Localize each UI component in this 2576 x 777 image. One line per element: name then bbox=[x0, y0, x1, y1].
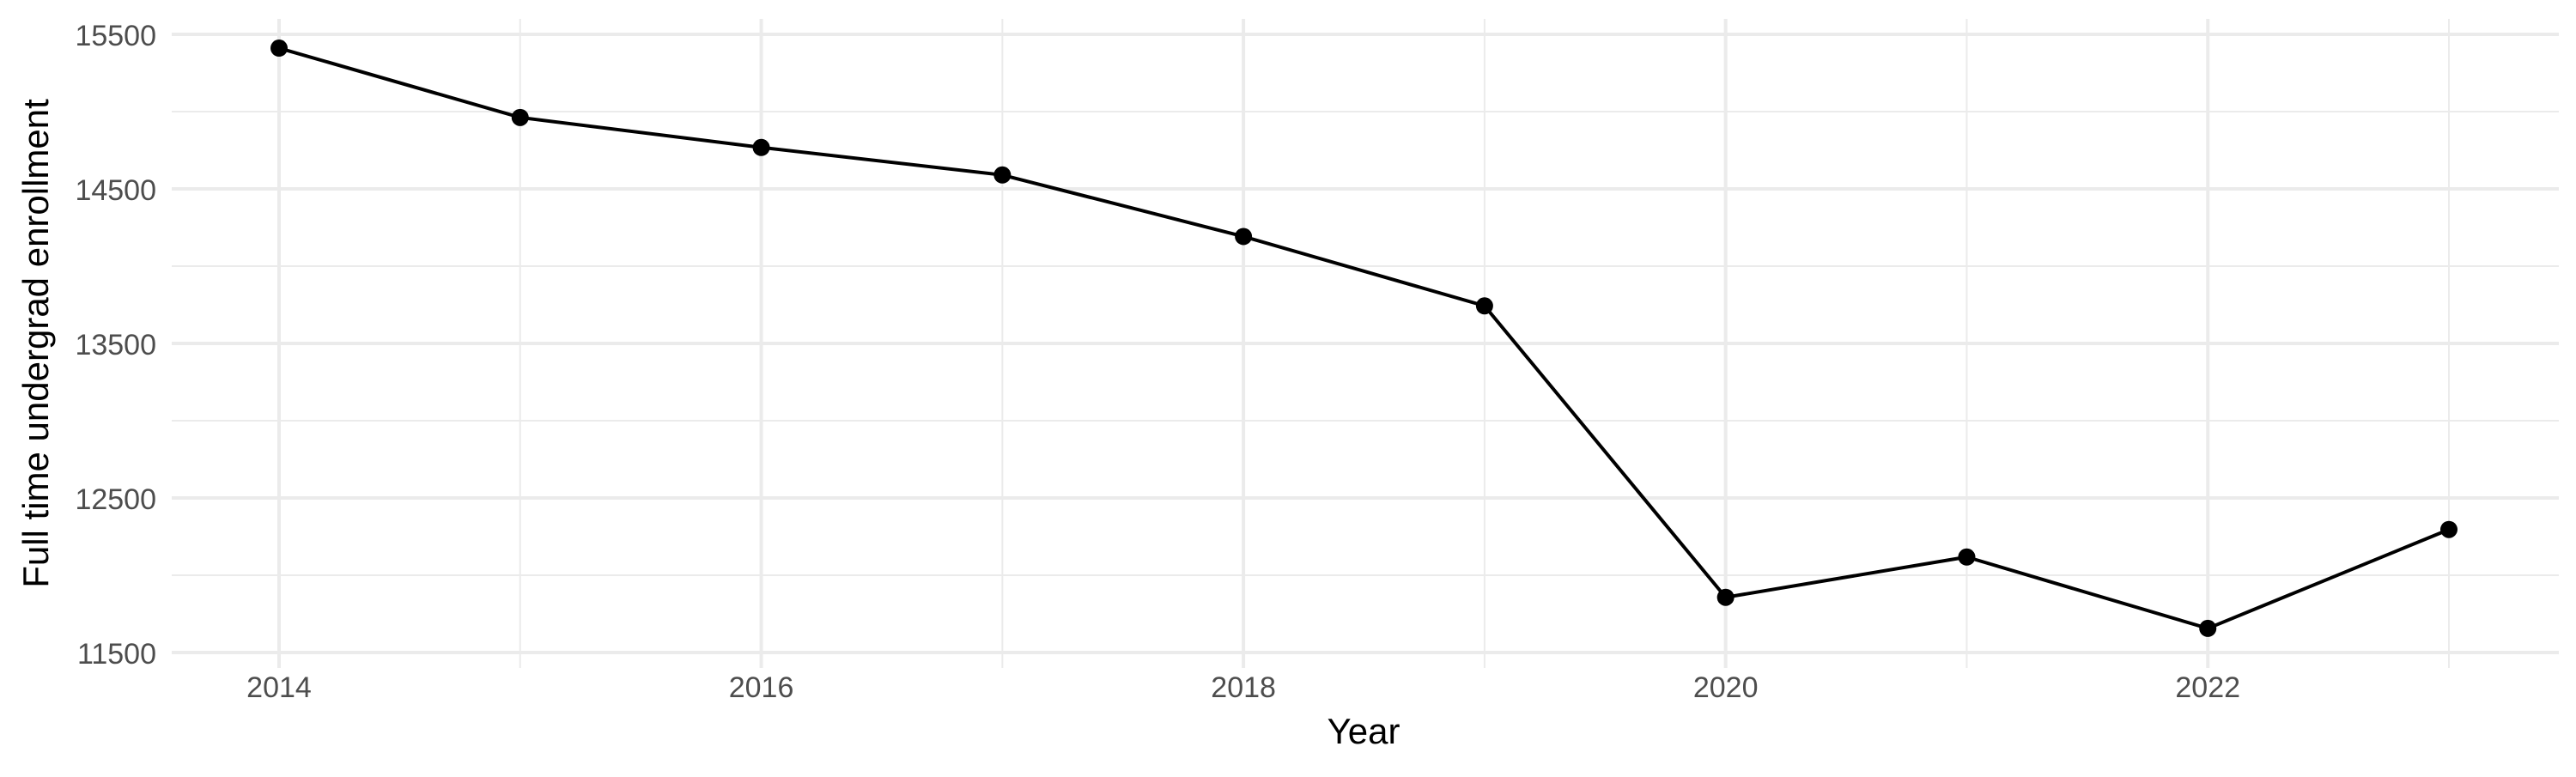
data-point-2017 bbox=[993, 166, 1012, 184]
data-point-2016 bbox=[752, 138, 770, 156]
x-tick-label: 2022 bbox=[2175, 671, 2240, 704]
data-points bbox=[270, 39, 2458, 637]
x-axis-label: Year bbox=[1327, 711, 1400, 751]
data-point-2023 bbox=[2440, 520, 2458, 538]
y-axis-label: Full time undergrad enrollment bbox=[15, 99, 56, 588]
data-point-2018 bbox=[1235, 228, 1253, 246]
data-point-2014 bbox=[270, 39, 288, 58]
x-tick-label: 2020 bbox=[1693, 671, 1759, 704]
x-tick-label: 2018 bbox=[1211, 671, 1276, 704]
data-point-2019 bbox=[1475, 297, 1493, 315]
y-tick-label: 11500 bbox=[77, 638, 156, 671]
grid bbox=[172, 19, 2559, 668]
y-tick-label: 13500 bbox=[75, 329, 156, 361]
y-tick-label: 15500 bbox=[75, 20, 156, 52]
y-tick-label: 12500 bbox=[75, 483, 156, 516]
data-point-2020 bbox=[1716, 588, 1735, 606]
series-line bbox=[278, 46, 2450, 631]
data-point-2022 bbox=[2199, 619, 2217, 637]
y-tick-labels: 11500 12500 13500 14500 15500 bbox=[75, 20, 156, 671]
data-point-2021 bbox=[1958, 548, 1976, 566]
x-tick-label: 2014 bbox=[246, 671, 312, 704]
x-tick-labels: 2014 2016 2018 2020 2022 bbox=[246, 671, 2240, 704]
y-tick-label: 14500 bbox=[75, 174, 156, 207]
data-point-2015 bbox=[511, 108, 529, 126]
x-tick-label: 2016 bbox=[729, 671, 794, 704]
